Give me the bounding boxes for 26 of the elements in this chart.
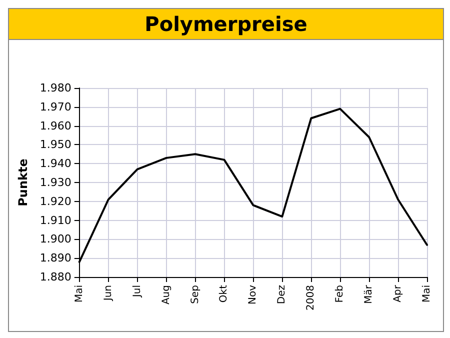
y-tick-label: 1.960 — [40, 119, 72, 132]
x-tick-label: Feb — [334, 285, 346, 303]
y-tick-label: 1.900 — [40, 232, 72, 246]
x-tick-label: Okt — [218, 284, 230, 303]
y-tick-label: 1.910 — [40, 214, 72, 227]
x-tick-label: Sep — [190, 285, 201, 304]
x-tick-label: Aug — [160, 285, 172, 305]
x-tick-label: Dez — [276, 285, 288, 304]
y-axis-title: Punkte — [16, 158, 30, 206]
y-tick-label: 1.920 — [40, 194, 72, 208]
y-tick-label: 1.950 — [40, 138, 72, 152]
y-tick-label: 1.940 — [40, 157, 72, 170]
chart-title: Polymerpreise — [9, 9, 443, 40]
x-tick-label: Jul — [132, 285, 143, 298]
x-tick-label: Mär — [364, 284, 375, 304]
x-tick-label: Mai — [422, 285, 432, 303]
x-tick-label: Jun — [102, 285, 114, 302]
y-tick-label: 1.980 — [40, 82, 72, 94]
y-tick-label: 1.930 — [40, 176, 72, 189]
y-tick-label: 1.970 — [40, 100, 72, 114]
x-tick-label: Mai — [74, 285, 85, 303]
x-tick-label: Apr — [392, 284, 404, 302]
x-tick-label: 2008 — [306, 285, 317, 310]
y-tick-label: 1.880 — [40, 270, 72, 284]
y-tick-label: 1.890 — [40, 252, 72, 265]
x-tick-label: Nov — [248, 284, 259, 305]
